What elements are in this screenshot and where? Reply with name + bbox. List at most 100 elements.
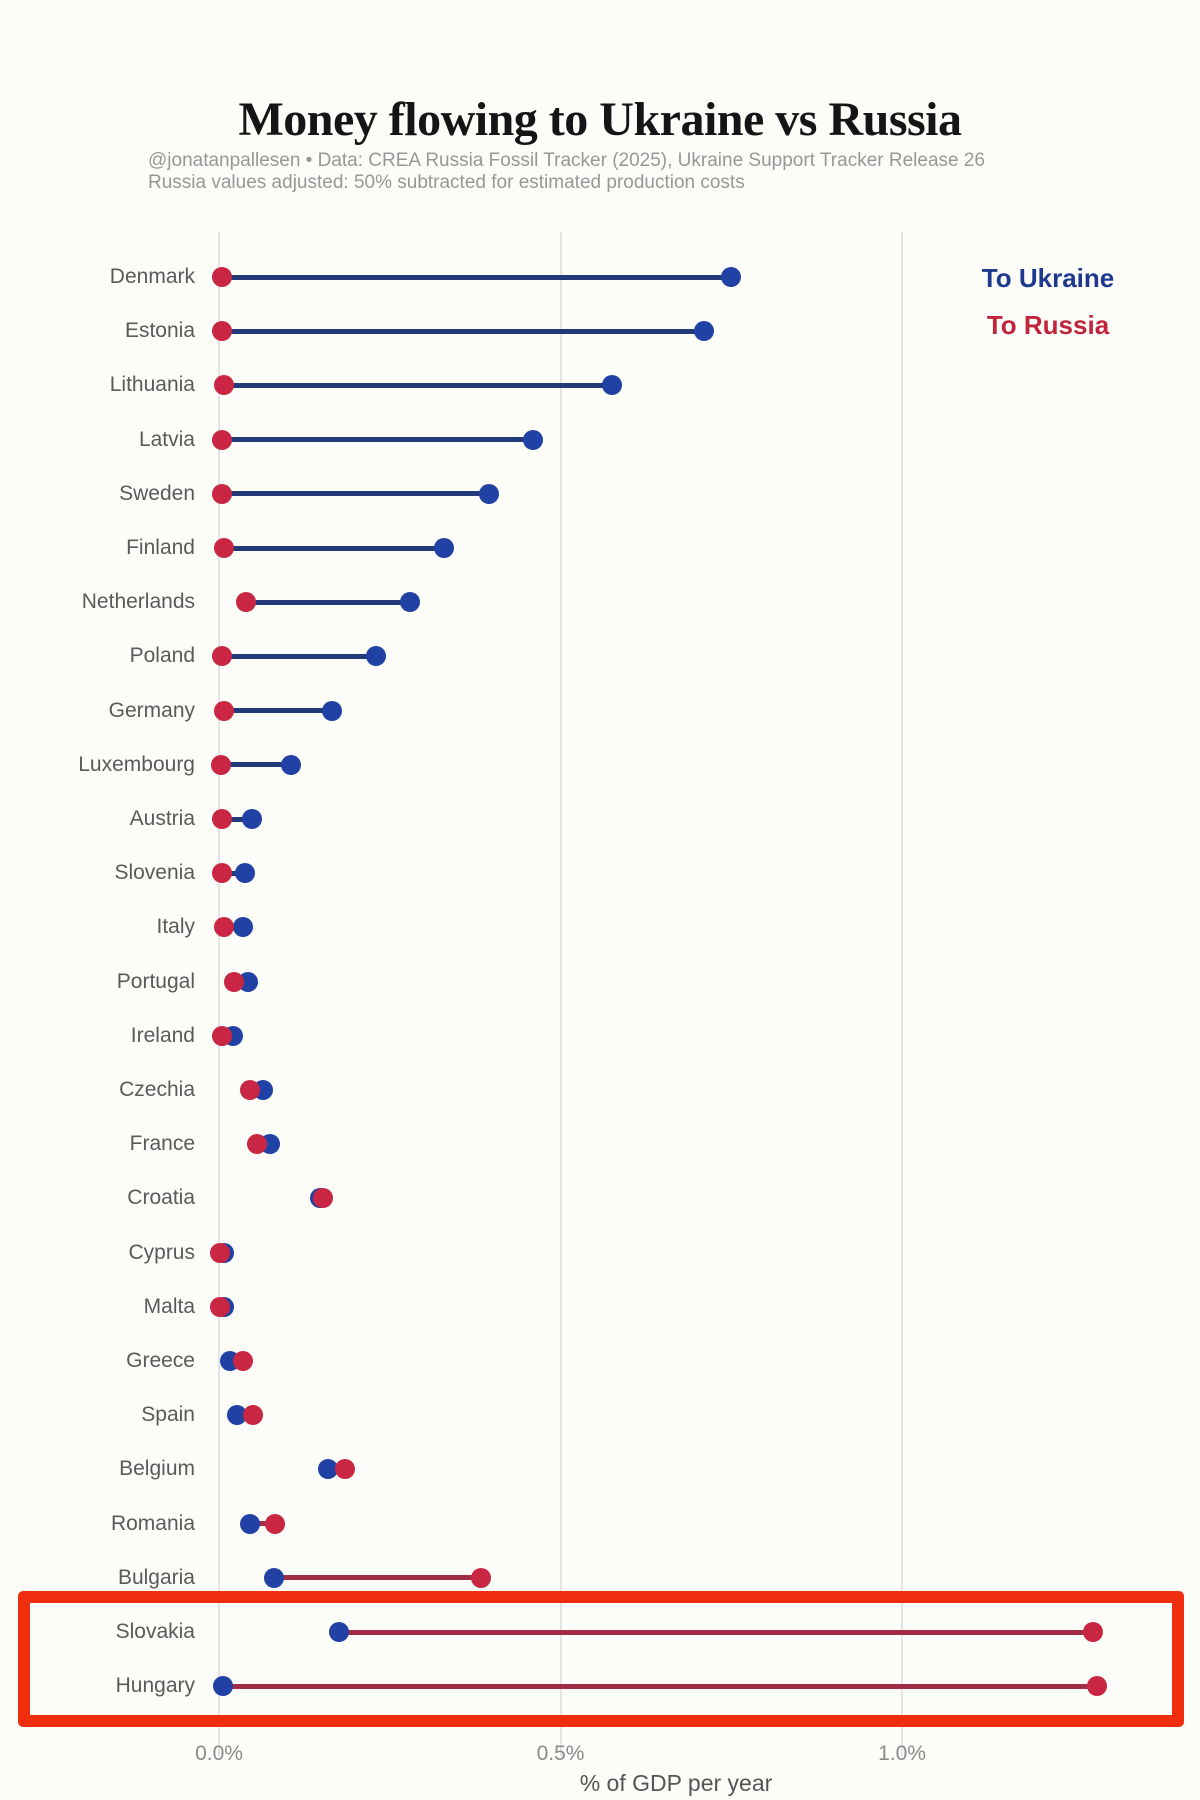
x-tick-0.5%: 0.5% xyxy=(536,1742,585,1765)
to-ukraine-dot-italy xyxy=(232,917,253,938)
to-ukraine-dot-sweden xyxy=(478,483,499,504)
x-axis-label: % of GDP per year xyxy=(579,1770,773,1796)
country-label-croatia: Croatia xyxy=(127,1186,195,1210)
to-russia-dot-slovakia xyxy=(1083,1622,1104,1642)
dumbbell-line-sweden xyxy=(222,491,489,497)
to-russia-dot-denmark xyxy=(212,267,233,287)
to-ukraine-dot-portugal xyxy=(238,971,259,992)
to-russia-dot-cyprus xyxy=(210,1242,231,1263)
dumbbell-line-finland xyxy=(223,545,445,551)
x-tick-1.0%: 1.0% xyxy=(878,1742,926,1765)
to-russia-dot-czechia xyxy=(239,1080,260,1100)
to-russia-dot-slovenia xyxy=(211,863,232,884)
dumbbell-line-slovenia xyxy=(221,870,245,876)
dumbbell-line-bulgaria xyxy=(273,1575,481,1581)
country-label-greece: Greece xyxy=(126,1349,195,1372)
country-label-denmark: Denmark xyxy=(109,265,195,288)
country-label-malta: Malta xyxy=(143,1294,195,1318)
to-russia-dot-malta xyxy=(210,1296,231,1317)
country-label-sweden: Sweden xyxy=(119,481,195,505)
dumbbell-line-netherlands xyxy=(246,599,411,605)
country-label-lithuania: Lithuania xyxy=(109,373,195,397)
to-ukraine-dot-germany xyxy=(321,700,342,721)
country-label-netherlands: Netherlands xyxy=(81,590,195,614)
chart-subtitle-credit: @jonatanpallesen • Data: CREA Russia Fos… xyxy=(148,150,985,171)
to-russia-dot-luxembourg xyxy=(211,754,232,775)
to-russia-dot-belgium xyxy=(335,1459,356,1480)
to-russia-dot-netherlands xyxy=(236,592,257,613)
country-label-estonia: Estonia xyxy=(124,319,195,343)
to-russia-dot-hungary xyxy=(1086,1676,1107,1697)
country-label-spain: Spain xyxy=(141,1403,195,1427)
dumbbell-line-romania xyxy=(250,1521,275,1527)
to-ukraine-dot-netherlands xyxy=(400,592,421,613)
country-label-austria: Austria xyxy=(129,807,195,830)
to-russia-dot-greece xyxy=(232,1351,253,1371)
dumbbell-line-estonia xyxy=(222,328,704,334)
dumbbell-line-austria xyxy=(221,816,252,822)
legend-to-russia: To Russia xyxy=(986,310,1110,340)
to-russia-dot-poland xyxy=(212,646,233,667)
to-ukraine-dot-slovenia xyxy=(234,863,255,884)
country-label-italy: Italy xyxy=(156,915,195,939)
to-russia-dot-germany xyxy=(213,700,234,721)
to-ukraine-dot-austria xyxy=(241,809,262,829)
to-russia-dot-austria xyxy=(211,809,232,829)
dumbbell-line-denmark xyxy=(222,274,732,280)
country-label-finland: Finland xyxy=(126,536,195,559)
country-label-slovakia: Slovakia xyxy=(115,1620,195,1643)
to-russia-dot-ireland xyxy=(211,1025,232,1046)
legend-to-ukraine: To Ukraine xyxy=(981,263,1115,293)
to-ukraine-dot-estonia xyxy=(693,321,714,342)
to-russia-dot-finland xyxy=(213,538,234,558)
dumbbell-line-slovakia xyxy=(338,1629,1094,1635)
to-russia-dot-estonia xyxy=(212,321,233,342)
to-russia-dot-spain xyxy=(243,1405,264,1426)
country-label-latvia: Latvia xyxy=(138,427,195,451)
to-ukraine-dot-lithuania xyxy=(601,375,622,396)
gridline-0.0% xyxy=(218,232,220,1756)
to-ukraine-dot-bulgaria xyxy=(263,1567,284,1588)
to-russia-dot-croatia xyxy=(312,1188,333,1209)
to-ukraine-dot-poland xyxy=(366,646,387,667)
to-ukraine-dot-spain xyxy=(226,1405,247,1426)
to-ukraine-dot-belgium xyxy=(318,1459,339,1480)
to-ukraine-dot-latvia xyxy=(523,429,544,450)
country-label-portugal: Portugal xyxy=(116,969,195,993)
country-label-bulgaria: Bulgaria xyxy=(117,1565,195,1589)
dumbbell-line-latvia xyxy=(222,437,534,443)
dumbbell-line-poland xyxy=(222,653,377,659)
to-russia-dot-romania xyxy=(265,1513,285,1534)
country-label-romania: Romania xyxy=(110,1511,195,1535)
country-label-luxembourg: Luxembourg xyxy=(78,752,195,776)
to-ukraine-dot-finland xyxy=(434,538,455,558)
dumbbell-line-luxembourg xyxy=(221,762,291,768)
to-ukraine-dot-denmark xyxy=(721,267,742,287)
to-ukraine-dot-romania xyxy=(240,1513,261,1534)
country-label-germany: Germany xyxy=(108,698,195,722)
dumbbell-line-germany xyxy=(223,708,332,714)
gridline-0.5% xyxy=(559,232,562,1756)
x-tick-0.0%: 0.0% xyxy=(195,1742,243,1765)
dumbbell-line-lithuania xyxy=(223,382,612,388)
to-russia-dot-portugal xyxy=(224,971,245,992)
to-russia-dot-lithuania xyxy=(213,375,234,396)
to-ukraine-dot-slovakia xyxy=(328,1622,349,1642)
to-ukraine-dot-luxembourg xyxy=(280,754,301,775)
gridline-1.0% xyxy=(901,232,903,1756)
country-label-hungary: Hungary xyxy=(115,1674,195,1698)
to-russia-dot-bulgaria xyxy=(470,1567,491,1588)
to-russia-dot-latvia xyxy=(212,429,233,450)
country-label-ireland: Ireland xyxy=(130,1023,195,1047)
country-label-belgium: Belgium xyxy=(119,1457,195,1481)
country-label-france: France xyxy=(129,1132,195,1156)
to-russia-dot-sweden xyxy=(212,483,233,504)
chart-subtitle-note: Russia values adjusted: 50% subtracted f… xyxy=(148,172,745,193)
to-russia-dot-italy xyxy=(214,917,235,938)
dumbbell-line-hungary xyxy=(223,1683,1097,1689)
country-label-cyprus: Cyprus xyxy=(128,1240,195,1264)
to-russia-dot-france xyxy=(247,1134,268,1155)
highlight-annotation-box xyxy=(18,1591,1184,1728)
country-label-poland: Poland xyxy=(129,644,195,668)
chart-title: Money flowing to Ukraine vs Russia xyxy=(238,93,962,146)
